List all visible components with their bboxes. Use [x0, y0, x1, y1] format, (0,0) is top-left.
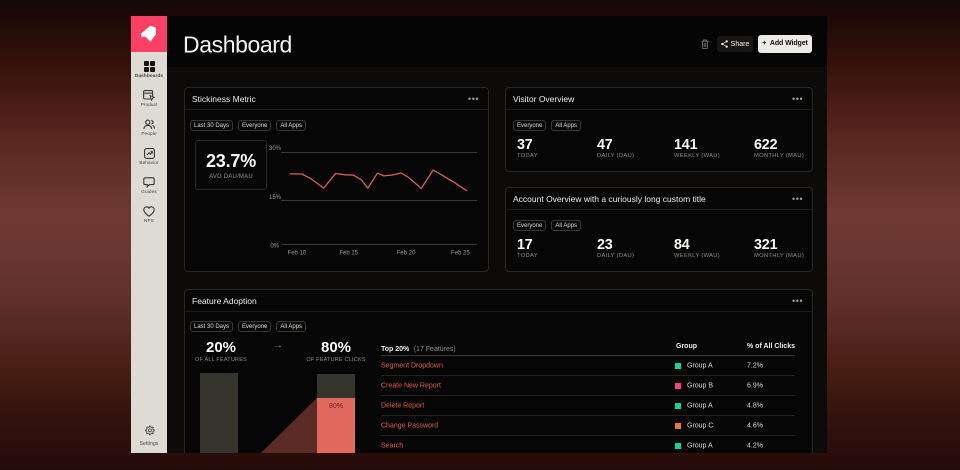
svg-text:15%: 15% — [269, 195, 282, 201]
svg-text:0%: 0% — [270, 244, 279, 250]
svg-text:Feb 25: Feb 25 — [451, 250, 470, 256]
svg-text:Feb 10: Feb 10 — [288, 250, 307, 256]
svg-text:Feb 20: Feb 20 — [397, 250, 416, 256]
svg-text:Feb 15: Feb 15 — [339, 250, 358, 256]
svg-text:30%: 30% — [269, 146, 282, 152]
